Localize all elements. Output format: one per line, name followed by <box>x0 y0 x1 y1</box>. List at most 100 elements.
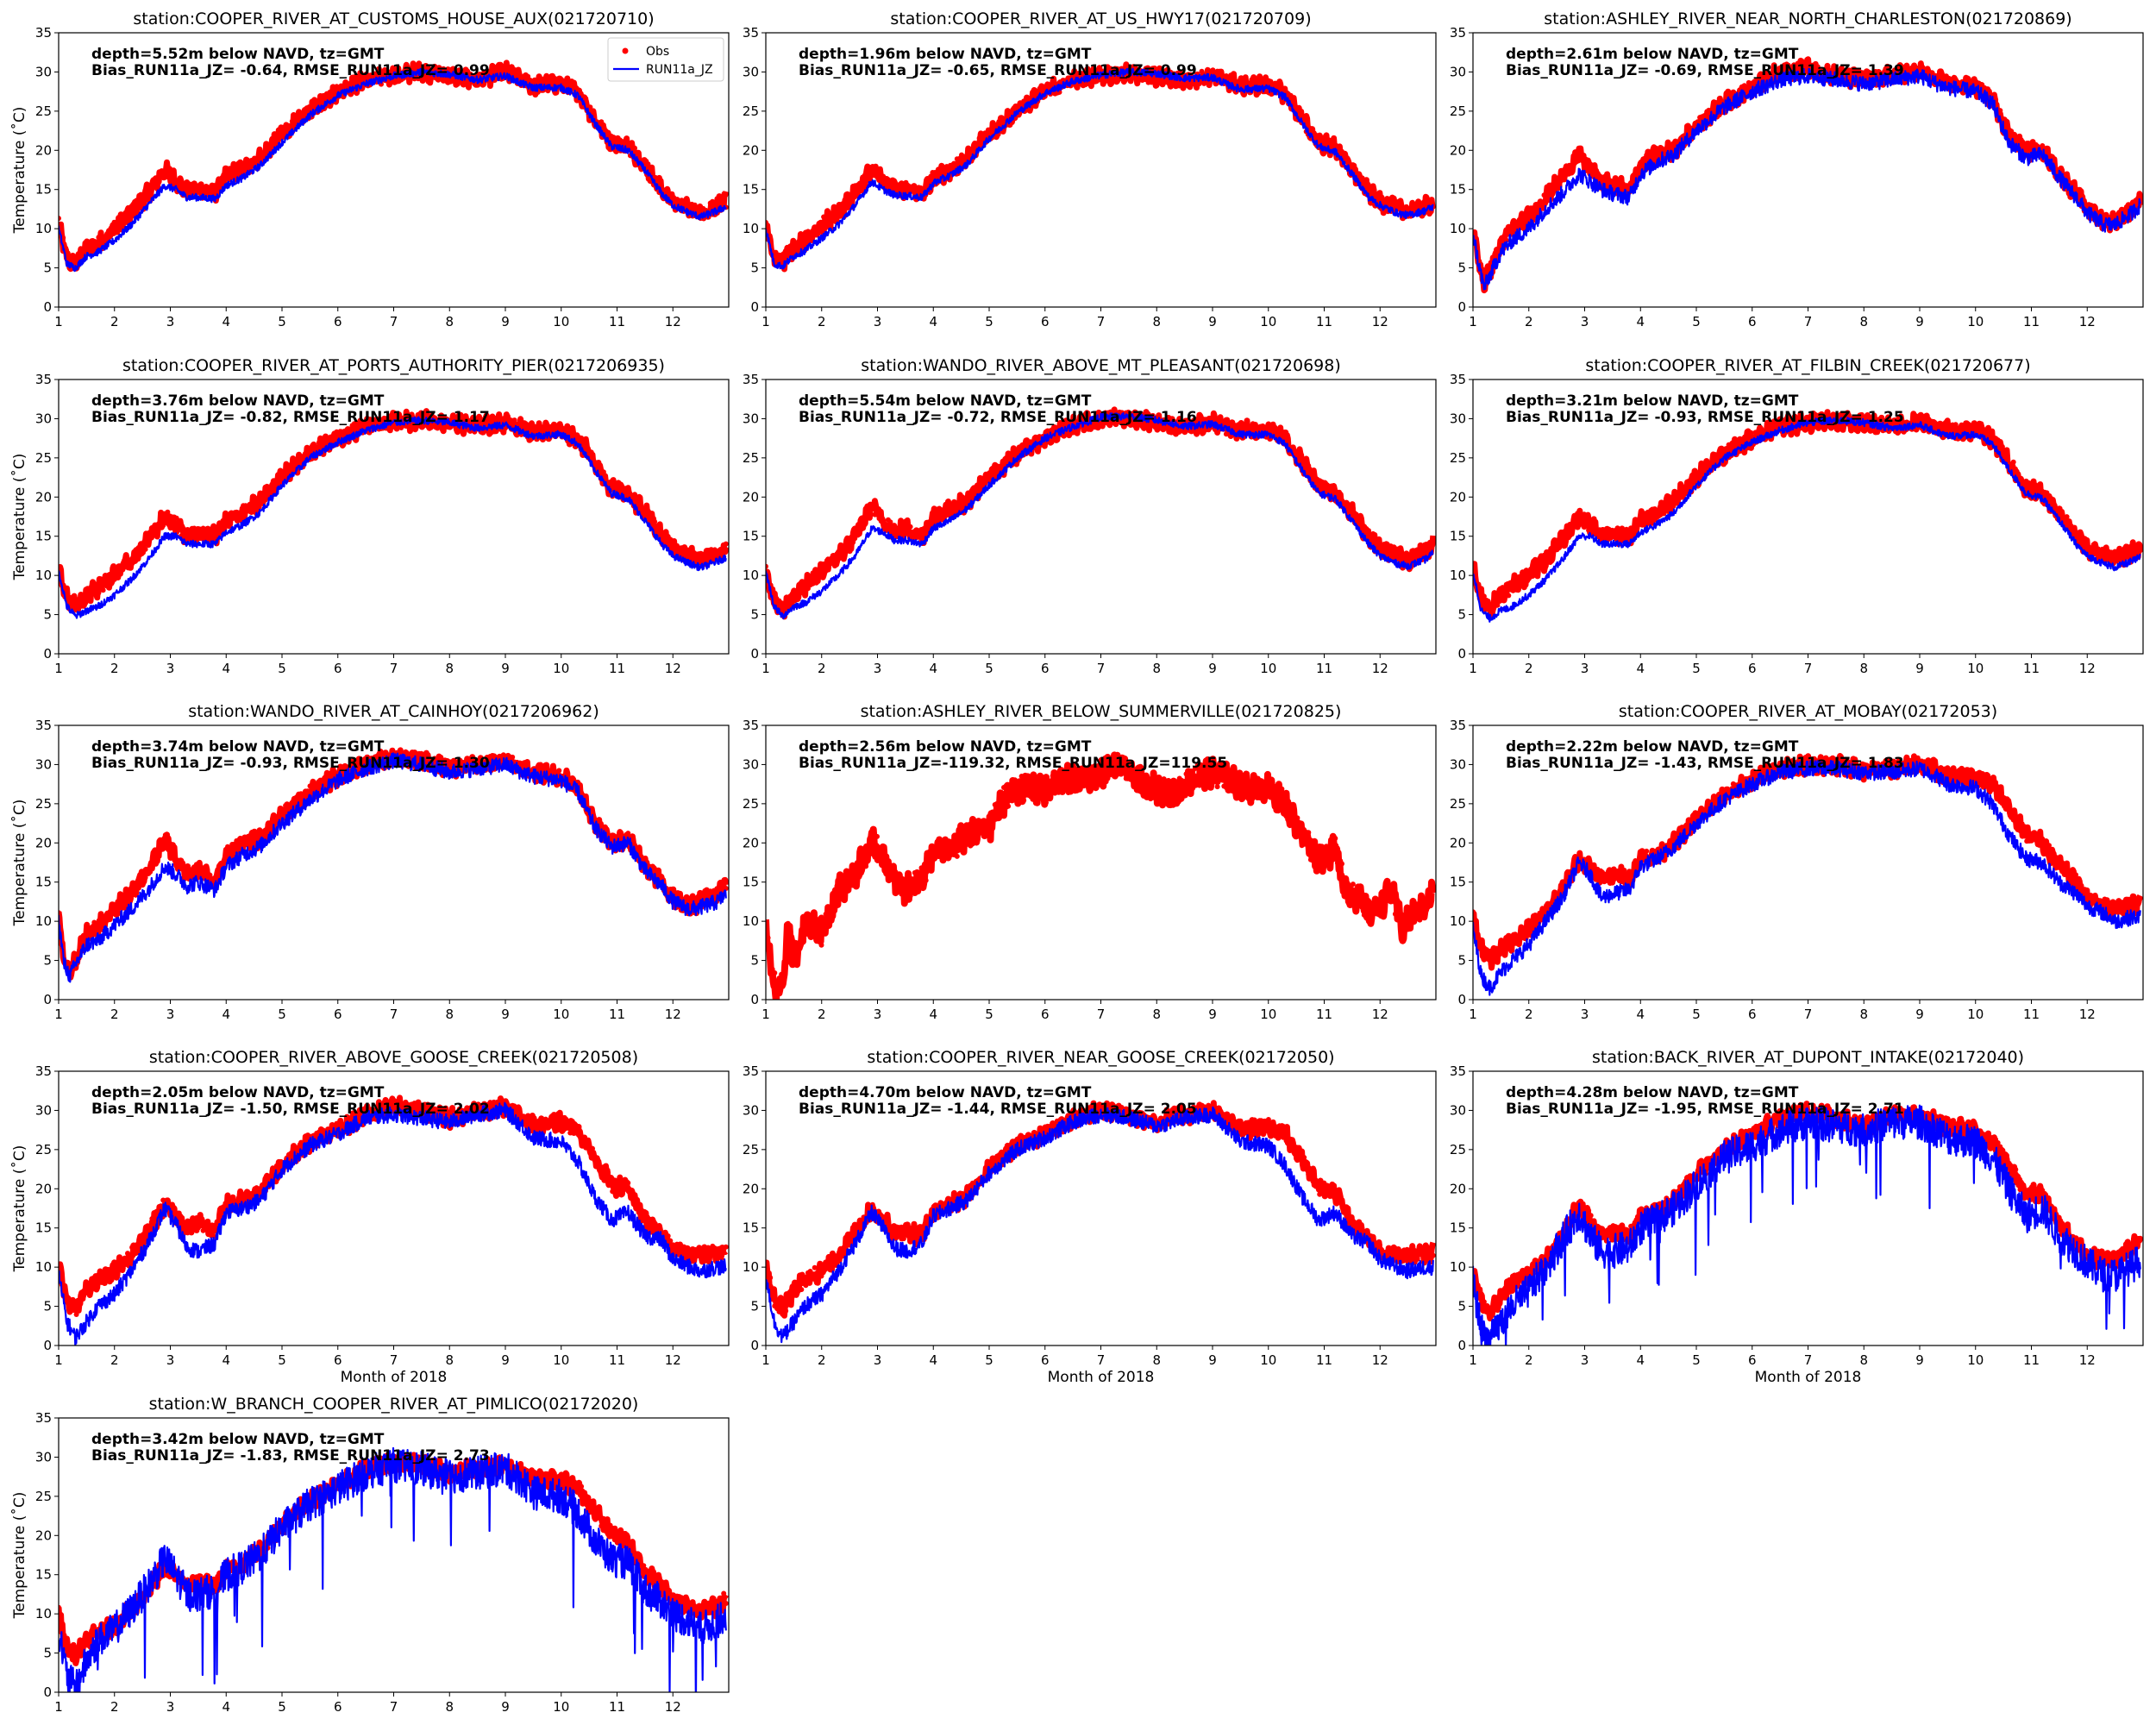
obs-point <box>218 1208 224 1214</box>
y-tick-label: 20 <box>1450 489 1466 505</box>
obs-point <box>2035 489 2041 495</box>
x-tick-label: 8 <box>1152 314 1161 329</box>
obs-point <box>165 509 171 515</box>
obs-point <box>990 128 996 134</box>
obs-point <box>792 1280 798 1286</box>
obs-point <box>561 426 567 431</box>
obs-point <box>858 870 864 876</box>
obs-point <box>1306 830 1312 836</box>
x-tick-label: 10 <box>1967 661 1984 676</box>
y-tick-label: 35 <box>743 718 759 733</box>
x-tick-label: 7 <box>1804 314 1813 329</box>
x-tick-label: 2 <box>110 1007 119 1022</box>
obs-point <box>149 859 155 865</box>
obs-point <box>790 941 795 947</box>
obs-point <box>1328 137 1334 143</box>
x-tick-label: 9 <box>501 1007 510 1022</box>
obs-point <box>1401 923 1407 929</box>
y-tick-label: 25 <box>743 104 759 119</box>
obs-point <box>1023 792 1029 798</box>
obs-point <box>180 1225 186 1231</box>
y-tick-label: 35 <box>35 718 52 733</box>
obs-point <box>854 873 860 879</box>
obs-point <box>907 1225 913 1231</box>
obs-point <box>1250 421 1256 427</box>
obs-point <box>542 76 548 82</box>
obs-point <box>2090 542 2096 548</box>
obs-point <box>892 530 898 536</box>
obs-point <box>856 182 862 188</box>
obs-point <box>2048 850 2054 856</box>
obs-point <box>1481 1299 1487 1305</box>
y-tick-label: 5 <box>1457 1299 1466 1314</box>
obs-point <box>645 161 651 167</box>
obs-point <box>1697 115 1703 121</box>
obs-point <box>1188 781 1194 787</box>
obs-point <box>1481 944 1487 950</box>
y-tick-label: 0 <box>1457 299 1466 315</box>
obs-point <box>1586 527 1592 533</box>
obs-point <box>141 191 146 198</box>
obs-point <box>2044 490 2050 496</box>
obs-point <box>823 911 829 917</box>
obs-point <box>938 517 944 523</box>
obs-point <box>1576 145 1583 151</box>
obs-point <box>1244 423 1250 429</box>
obs-point <box>2133 906 2139 912</box>
obs-point <box>723 541 729 547</box>
obs-point <box>1650 509 1656 515</box>
y-tick-label: 25 <box>1450 796 1466 812</box>
obs-point <box>222 1201 229 1207</box>
obs-point <box>976 135 982 141</box>
x-tick-label: 2 <box>818 1352 826 1368</box>
x-tick-label: 6 <box>1041 1007 1050 1022</box>
x-tick-label: 1 <box>761 1007 770 1022</box>
obs-point <box>796 582 802 588</box>
obs-point <box>1141 423 1147 430</box>
obs-point <box>1866 427 1872 433</box>
obs-point <box>661 187 667 193</box>
y-tick-label: 25 <box>743 1142 759 1157</box>
obs-point <box>1977 777 1984 783</box>
station-panel-4: station:COOPER_RIVER_AT_PORTS_AUTHORITY_… <box>10 356 730 676</box>
obs-point <box>625 487 631 493</box>
obs-point <box>896 879 902 884</box>
y-tick-label: 15 <box>743 875 759 890</box>
obs-point <box>287 125 293 130</box>
obs-point <box>632 145 637 151</box>
model-series <box>59 416 727 619</box>
stats-annotation: Bias_RUN11a_JZ= -1.83, RMSE_RUN11a_JZ= 2… <box>91 1447 490 1465</box>
obs-point <box>1488 961 1494 967</box>
station-panel-8: station:ASHLEY_RIVER_BELOW_SUMMERVILLE(0… <box>743 702 1437 1022</box>
obs-point <box>1282 1124 1287 1130</box>
depth-annotation: depth=5.52m below NAVD, tz=GMT <box>91 46 385 63</box>
obs-point <box>1027 775 1033 781</box>
obs-point <box>1417 917 1423 923</box>
obs-point <box>1610 868 1616 874</box>
obs-point <box>1192 82 1198 87</box>
obs-point <box>1239 788 1244 794</box>
obs-point <box>1613 875 1619 881</box>
x-tick-label: 8 <box>1859 314 1868 329</box>
x-tick-label: 9 <box>1915 314 1924 329</box>
obs-point <box>425 76 431 82</box>
obs-point <box>141 1232 146 1238</box>
panel-title: station:COOPER_RIVER_AT_CUSTOMS_HOUSE_AU… <box>133 9 654 28</box>
legend-box <box>607 37 724 82</box>
x-tick-label: 10 <box>1260 661 1276 676</box>
obs-point <box>441 66 447 72</box>
obs-point <box>160 842 166 848</box>
obs-point <box>885 858 891 864</box>
x-tick-label: 7 <box>1804 1352 1813 1368</box>
obs-point <box>1297 110 1302 116</box>
obs-point <box>890 875 895 881</box>
obs-point <box>2126 551 2132 557</box>
x-tick-label: 12 <box>2079 1007 2096 1022</box>
y-tick-label: 35 <box>35 25 52 41</box>
obs-point <box>1321 481 1327 486</box>
obs-point <box>941 854 947 860</box>
obs-point <box>1048 428 1054 434</box>
obs-point <box>711 1245 718 1251</box>
stats-annotation: Bias_RUN11a_JZ= -0.82, RMSE_RUN11a_JZ= 1… <box>91 409 490 426</box>
y-tick-label: 30 <box>1450 1102 1466 1118</box>
